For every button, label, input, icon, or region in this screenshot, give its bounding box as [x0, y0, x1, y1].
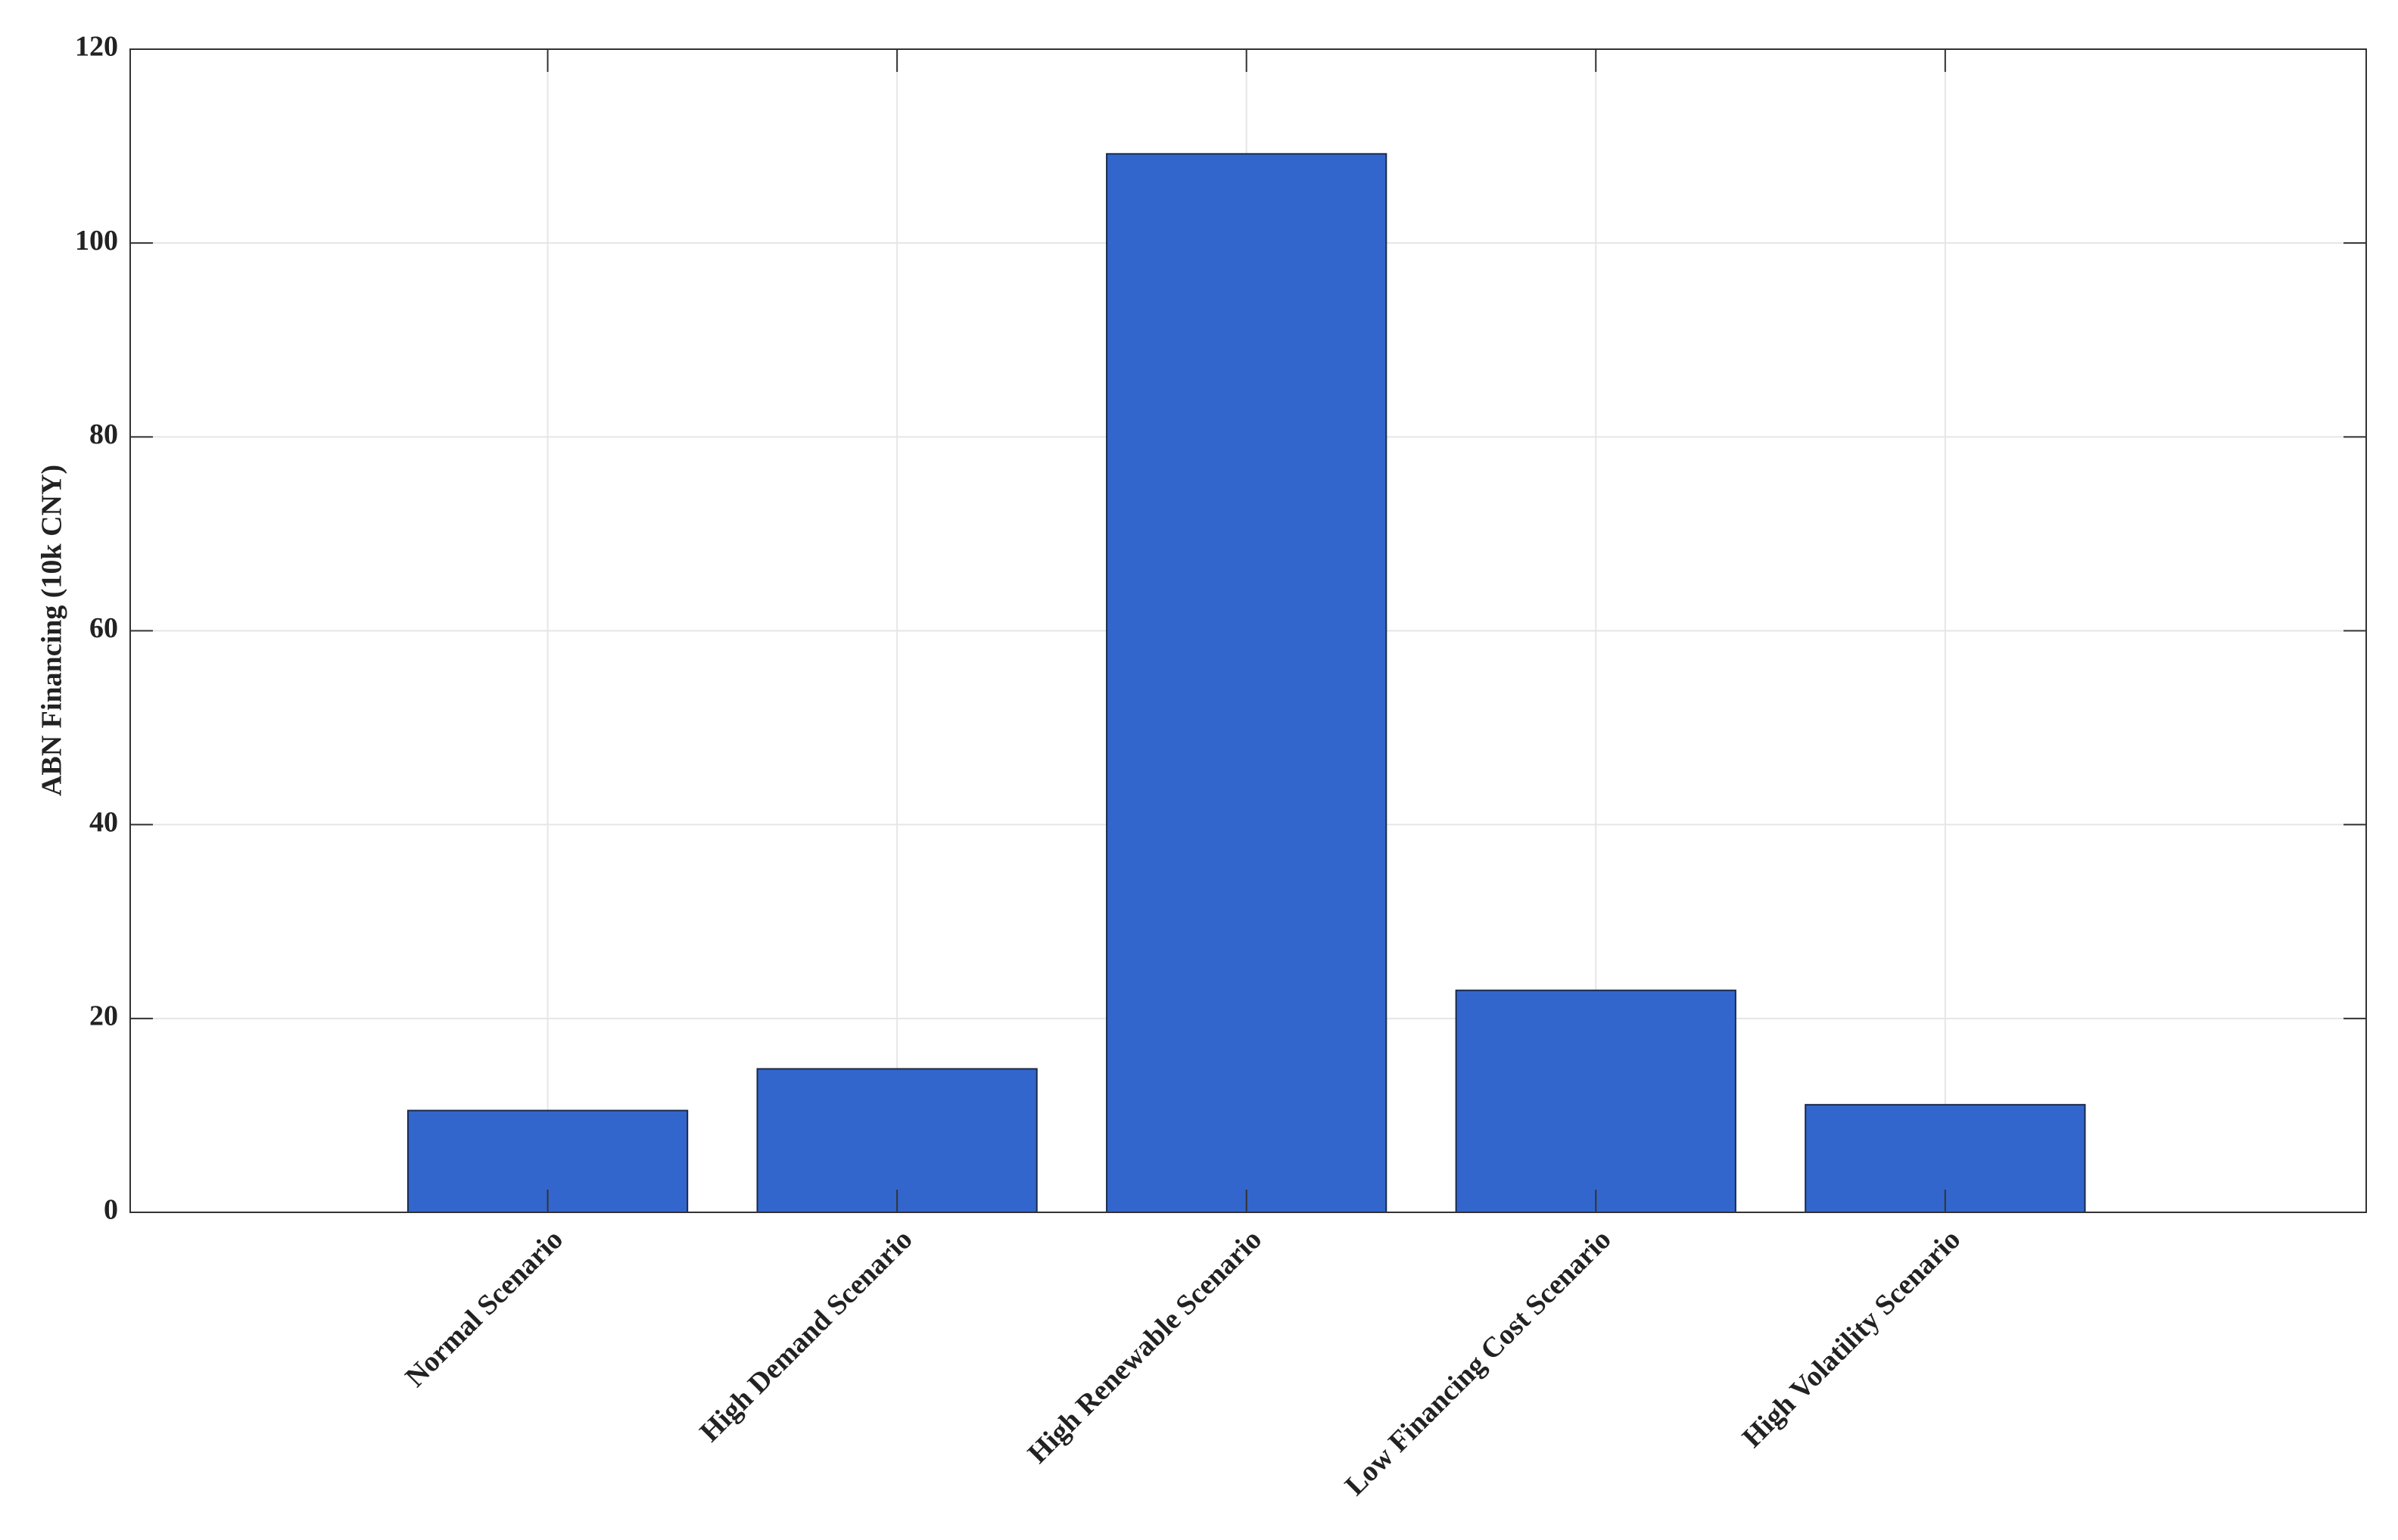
x-tick-label: High Volatility Scenario: [1736, 1224, 1967, 1454]
axes-box: [129, 48, 2367, 1213]
bar: [756, 1068, 1038, 1213]
y-axis-label: ABN Financing (10k CNY): [36, 465, 68, 796]
x-tick-label: Normal Scenario: [399, 1224, 568, 1393]
y-tick-label: 40: [89, 806, 118, 838]
x-tick-label: High Demand Scenario: [694, 1224, 919, 1448]
y-tick-label: 20: [89, 1000, 118, 1032]
y-tick-label: 60: [89, 612, 118, 644]
y-tick-label: 100: [75, 225, 118, 257]
x-tick-label: High Renewable Scenario: [1022, 1224, 1268, 1470]
y-tick-label: 120: [75, 31, 118, 63]
y-tick-label: 0: [104, 1194, 118, 1226]
x-tick-label: Low Financing Cost Scenario: [1339, 1224, 1618, 1502]
y-tick-label: 80: [89, 418, 118, 450]
bar: [1106, 153, 1387, 1214]
bar: [1455, 989, 1736, 1214]
